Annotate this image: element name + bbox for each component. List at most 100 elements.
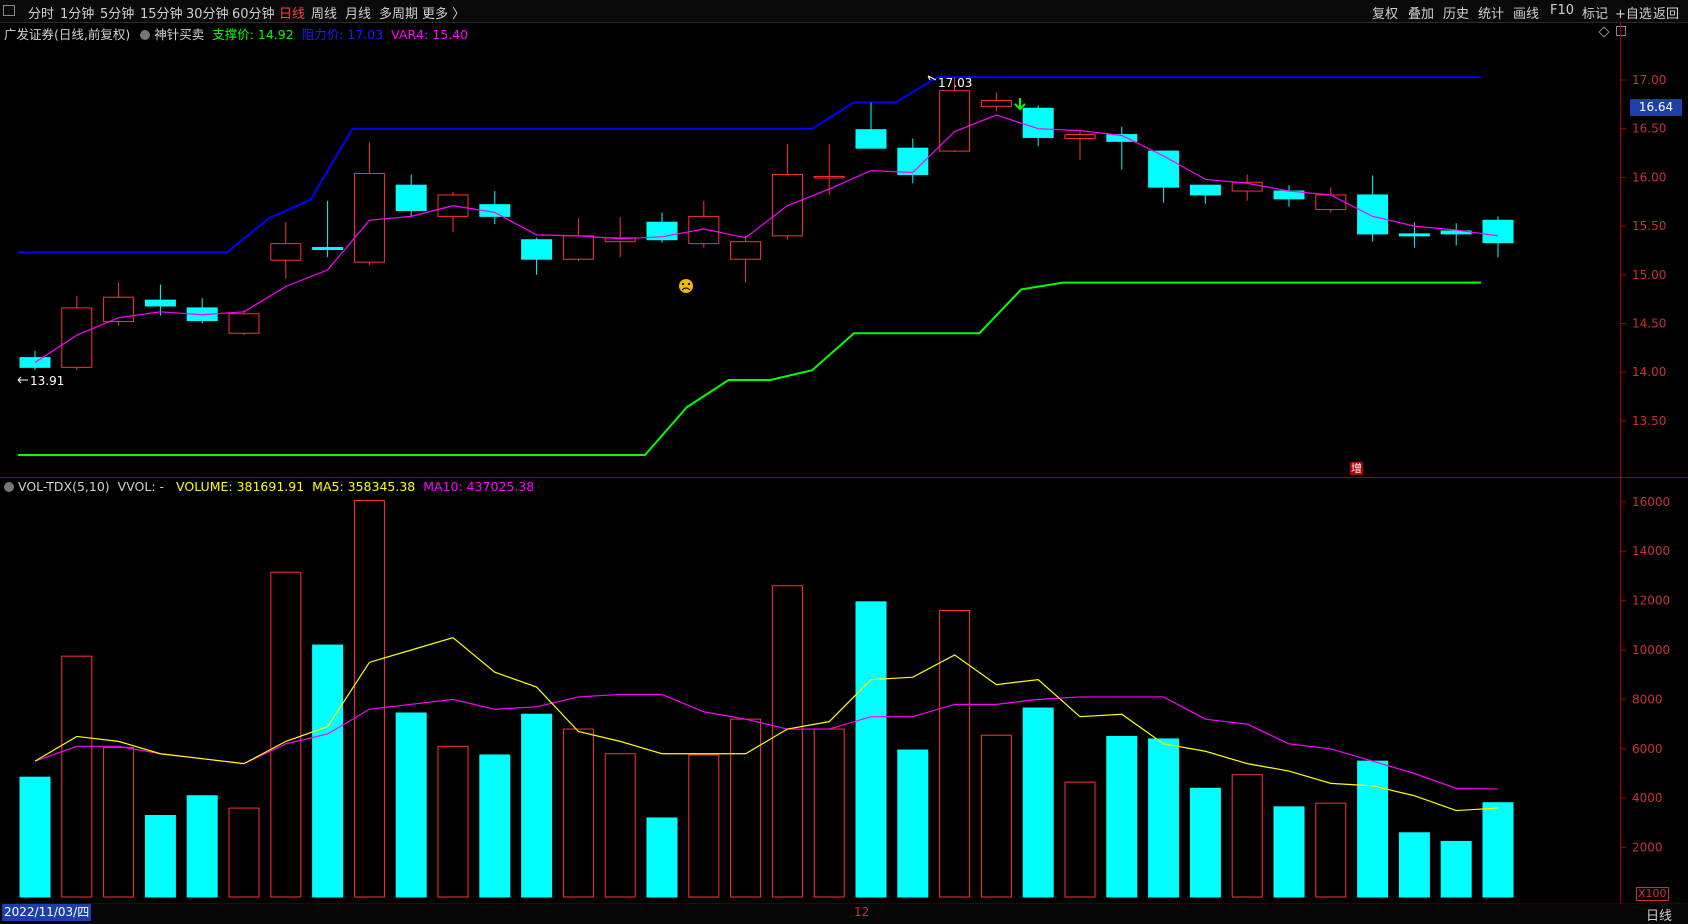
volume-bar	[312, 644, 344, 898]
menu-icon[interactable]	[3, 5, 15, 16]
period-toolbar: 分时 1分钟 5分钟 15分钟 30分钟 60分钟 日线 周线 月线 多周期 更…	[0, 0, 1688, 23]
candle-body	[521, 239, 553, 260]
candle-body	[980, 99, 1012, 107]
f10-button[interactable]: F10	[1550, 3, 1575, 18]
volume-bar	[479, 754, 511, 898]
candle	[1273, 185, 1305, 207]
volume-bar	[1106, 735, 1138, 898]
vol-settings-icon[interactable]	[4, 481, 14, 492]
low-price-marker: 13.91	[30, 374, 64, 388]
var4-label: VAR4: 15.40	[391, 27, 469, 42]
volume-bars-layer	[19, 500, 1514, 898]
resist-price-label: 阻力价: 17.03	[301, 27, 384, 42]
candles-layer	[19, 77, 1514, 371]
draw-line-button[interactable]: 画线	[1513, 7, 1540, 22]
indicator-settings-icon[interactable]	[140, 29, 151, 40]
volume-bar	[1064, 781, 1096, 898]
tab-multi-period[interactable]: 多周期	[379, 7, 419, 22]
volume-bar	[395, 712, 427, 898]
candle-body	[688, 215, 720, 245]
candle	[270, 222, 302, 279]
volume-bar	[1315, 802, 1347, 898]
price-axis-label: 16.50	[1632, 122, 1666, 136]
price-axis-label: 14.50	[1632, 317, 1666, 331]
candle	[1022, 105, 1054, 147]
candle-body	[1148, 150, 1180, 188]
volume-bar	[562, 728, 594, 898]
candle	[144, 284, 176, 316]
candle	[562, 218, 594, 262]
volume-axis-label: 10000	[1632, 643, 1670, 657]
volume-axis-label: 2000	[1632, 841, 1663, 855]
volume-bar	[437, 745, 469, 898]
candle	[646, 212, 678, 243]
candle	[980, 92, 1012, 112]
candle-body	[855, 129, 887, 149]
tab-30min[interactable]: 30分钟	[186, 7, 229, 22]
candle	[1398, 222, 1430, 248]
candle-body	[813, 175, 845, 179]
candle	[1064, 131, 1096, 160]
volume-ma-layer	[34, 636, 1499, 812]
tab-daily[interactable]: 日线	[279, 7, 306, 22]
month-tick-label: 12	[854, 905, 870, 919]
volume-bar	[1440, 840, 1472, 898]
main-info-line: 广发证券(日线,前复权) 神针买卖 支撑价: 14.92 阻力价: 17.03 …	[4, 24, 468, 43]
candle-body	[1398, 233, 1430, 237]
candle	[813, 144, 845, 195]
stats-button[interactable]: 统计	[1478, 7, 1505, 22]
overlay-button[interactable]: 叠加	[1408, 7, 1435, 22]
volume-axis-label: 4000	[1632, 791, 1663, 805]
volume-bar	[270, 571, 302, 898]
buy-arrow-icon	[1014, 98, 1026, 111]
tab-15min[interactable]: 15分钟	[140, 7, 183, 22]
tab-monthly[interactable]: 月线	[345, 7, 372, 22]
volume-info-line: VOL-TDX(5,10) VVOL: - VOLUME: 381691.91 …	[4, 479, 534, 494]
candle	[604, 217, 636, 258]
tab-more[interactable]: 更多 〉	[422, 7, 466, 22]
candle	[1231, 174, 1263, 201]
volume-axis-label: 6000	[1632, 742, 1663, 756]
mark-button[interactable]: 标记	[1582, 7, 1609, 22]
tab-weekly[interactable]: 周线	[311, 7, 338, 22]
price-axis-label: 14.00	[1632, 365, 1666, 379]
candle	[897, 138, 929, 184]
high-arrow-icon	[927, 75, 937, 81]
history-button[interactable]: 历史	[1443, 7, 1470, 22]
volume-bar	[186, 795, 218, 898]
ma10-line	[34, 693, 1499, 790]
volume-bar	[1273, 806, 1305, 898]
price-axis-label: 16.00	[1632, 170, 1666, 184]
volume-bar	[730, 718, 762, 898]
tab-1min[interactable]: 1分钟	[60, 7, 95, 22]
volume-bar	[771, 585, 803, 898]
candle	[228, 309, 260, 336]
candle-body	[395, 184, 427, 212]
candle-body	[1022, 107, 1054, 138]
support-line	[18, 281, 1481, 456]
volume-bar	[604, 753, 636, 898]
volume-bar	[228, 807, 260, 898]
candle	[19, 350, 51, 371]
adjust-button[interactable]: 复权	[1372, 7, 1399, 22]
volume-bar	[813, 728, 845, 898]
indicator-name[interactable]: 神针买卖	[154, 27, 205, 42]
candle-body	[1064, 134, 1096, 139]
volume-bar	[897, 749, 929, 898]
add-watchlist-button[interactable]: +自选	[1615, 7, 1652, 22]
volume-bar	[646, 817, 678, 898]
tab-5min[interactable]: 5分钟	[100, 7, 135, 22]
candle	[437, 192, 469, 232]
volume-bar	[19, 776, 51, 898]
ma5-label: MA5: 358345.38	[312, 479, 416, 494]
back-button[interactable]: 返回	[1653, 7, 1680, 22]
volume-axis-label: 12000	[1632, 594, 1670, 608]
candle-body	[604, 237, 636, 243]
candle-body	[228, 313, 260, 334]
vol-indicator-name[interactable]: VOL-TDX(5,10)	[18, 479, 110, 494]
tab-timeshare[interactable]: 分时	[28, 7, 55, 22]
volume-bar	[1398, 832, 1430, 898]
tab-60min[interactable]: 60分钟	[232, 7, 275, 22]
period-label[interactable]: 日线	[1646, 909, 1673, 924]
